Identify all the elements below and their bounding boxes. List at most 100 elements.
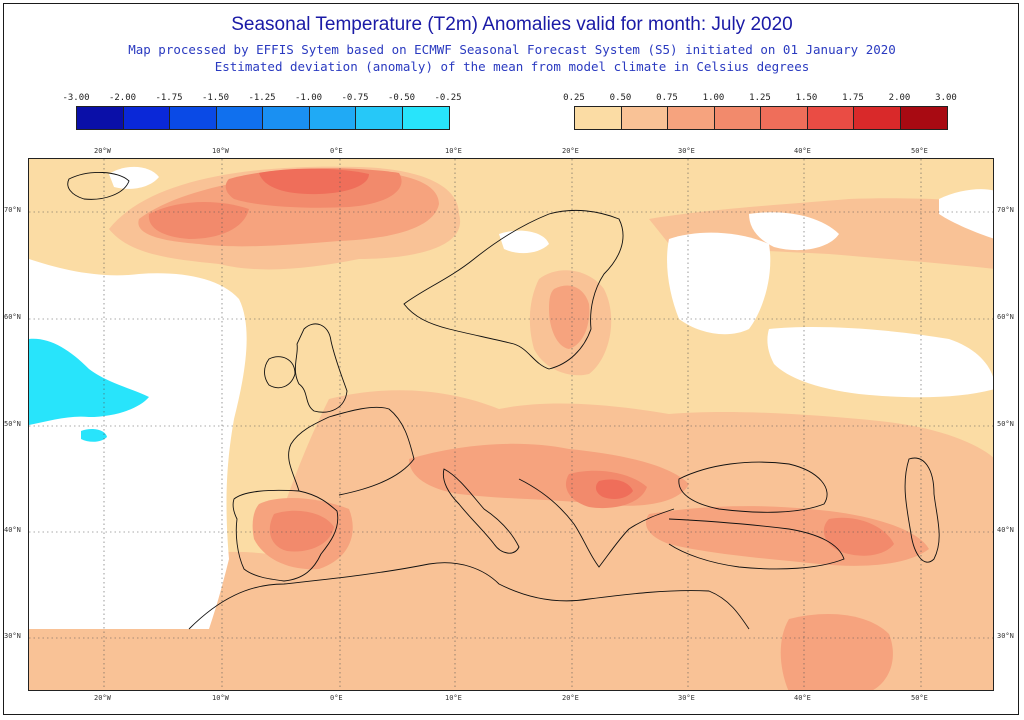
longitude-label-bottom: 40°E (794, 694, 811, 702)
legend-tick-label: -1.25 (248, 93, 276, 103)
legend-tick-label: -2.00 (108, 93, 137, 103)
anomaly-zone-level3 (780, 614, 893, 690)
legend-negative: -3.00 -2.00 -1.75 -1.50 -1.25 -1.00 -0.75 -0.50… (62, 93, 462, 130)
legend-swatch (123, 107, 170, 129)
latitude-label-right: 30°N (997, 632, 1014, 640)
coastline-balkans (518, 478, 675, 568)
anomaly-map-canvas (29, 159, 993, 690)
legend-tick-label: -1.75 (155, 93, 183, 103)
legend-swatch (621, 107, 668, 129)
legend-negative-swatches (76, 106, 450, 130)
cold-anomaly-zone (29, 338, 149, 425)
map-subtitle-units: Estimated deviation (anomaly) of the mea… (214, 59, 810, 74)
longitude-label-bottom: 0°E (330, 694, 343, 702)
anomaly-zone-level5 (259, 168, 369, 195)
legend-swatch (356, 107, 403, 129)
legend-tick-label: 0.25 (563, 93, 585, 103)
coastline-black-sea (678, 461, 828, 513)
legend-tick-label: 1.75 (842, 93, 864, 103)
no-anomaly-zone (499, 230, 549, 254)
legend-swatch (216, 107, 263, 129)
map-subtitle-processing: Map processed by EFFIS Sytem based on EC… (128, 42, 896, 57)
no-anomaly-zone (29, 259, 247, 629)
legend-tick-label: 0.50 (609, 93, 632, 103)
longitude-label-bottom: 20°E (562, 694, 579, 702)
legend-swatch (854, 107, 901, 129)
legend-swatch (309, 107, 356, 129)
legend-tick-label: 2.00 (888, 93, 911, 103)
latitude-label-right: 50°N (997, 420, 1014, 428)
latitude-label-left: 40°N (4, 526, 21, 534)
anomaly-zone-level3 (549, 285, 590, 349)
legend-swatch (263, 107, 310, 129)
longitude-label-bottom: 10°W (212, 694, 229, 702)
longitude-label-top: 50°E (911, 147, 928, 155)
legend-tick-label: 1.25 (749, 93, 771, 103)
map-title: Seasonal Temperature (T2m) Anomalies val… (231, 14, 793, 35)
longitude-label-bottom: 20°W (94, 694, 111, 702)
legend-tick-label: -1.50 (201, 93, 230, 103)
legend-swatch (575, 107, 622, 129)
longitude-label-top: 10°E (445, 147, 462, 155)
coastline-italy (442, 468, 520, 554)
legend-swatch (668, 107, 715, 129)
legend-tick-label: -1.00 (294, 93, 323, 103)
coastline-france (288, 406, 415, 496)
anomaly-zone-level2 (29, 390, 993, 690)
latitude-label-left: 50°N (4, 420, 21, 428)
no-anomaly-zone (749, 212, 839, 251)
coastline-great-britain (294, 323, 348, 413)
anomaly-zone-level4 (823, 517, 894, 556)
legend-tick-label: 1.50 (795, 93, 818, 103)
no-anomaly-zone (109, 166, 159, 189)
latitude-label-left: 60°N (4, 313, 21, 321)
anomaly-zone-level4 (148, 202, 249, 239)
longitude-label-bottom: 10°E (445, 694, 462, 702)
legend-swatch (402, 107, 449, 129)
coastline-anatolia (668, 518, 845, 570)
coastline-ireland (264, 356, 296, 389)
coastline-iceland (67, 171, 130, 200)
legend-positive: 0.25 0.50 0.75 1.00 1.25 1.50 1.75 2.00 3.00 (563, 93, 957, 130)
longitude-label-top: 40°E (794, 147, 811, 155)
legend-tick-label: 3.00 (935, 93, 957, 103)
legend-swatch (170, 107, 217, 129)
longitude-label-top: 10°W (212, 147, 229, 155)
longitude-label-top: 0°E (330, 147, 343, 155)
longitude-label-top: 20°W (94, 147, 111, 155)
anomaly-zone-level5 (595, 479, 633, 499)
map-gridlines (29, 159, 993, 690)
legend-negative-labels: -3.00 -2.00 -1.75 -1.50 -1.25 -1.00 -0.75 -0.50… (62, 93, 461, 105)
coastline-caspian-sea (904, 457, 940, 563)
figure-frame (3, 3, 1019, 715)
latitude-label-left: 70°N (4, 206, 21, 214)
legend-tick-label: 0.75 (656, 93, 678, 103)
legend-swatch (807, 107, 854, 129)
legend-swatch (761, 107, 808, 129)
no-anomaly-zone (767, 327, 993, 398)
legend-tick-label: -3.00 (62, 93, 90, 103)
no-anomaly-zone (667, 232, 771, 335)
coastline-iberia (232, 489, 339, 582)
legend-swatch (714, 107, 761, 129)
longitude-label-top: 20°E (562, 147, 579, 155)
legend-positive-labels: 0.25 0.50 0.75 1.00 1.25 1.50 1.75 2.00 3.00 (563, 93, 957, 105)
legend-swatch (900, 107, 947, 129)
coastline-north-africa (188, 562, 750, 630)
coastline-scandinavia (403, 209, 624, 370)
legend-positive-swatches (574, 106, 948, 130)
latitude-label-right: 60°N (997, 313, 1014, 321)
anomaly-zone-level4 (269, 510, 334, 552)
longitude-label-top: 30°E (678, 147, 695, 155)
anomaly-map (28, 158, 994, 691)
cold-anomaly-zone (81, 429, 107, 442)
latitude-label-right: 40°N (997, 526, 1014, 534)
legend-tick-label: -0.75 (341, 93, 369, 103)
longitude-label-bottom: 50°E (911, 694, 928, 702)
coastlines (67, 171, 940, 630)
longitude-label-bottom: 30°E (678, 694, 695, 702)
no-anomaly-zone (939, 189, 993, 239)
latitude-label-left: 30°N (4, 632, 21, 640)
legend-tick-label: 1.00 (702, 93, 725, 103)
legend-tick-label: -0.25 (434, 93, 462, 103)
